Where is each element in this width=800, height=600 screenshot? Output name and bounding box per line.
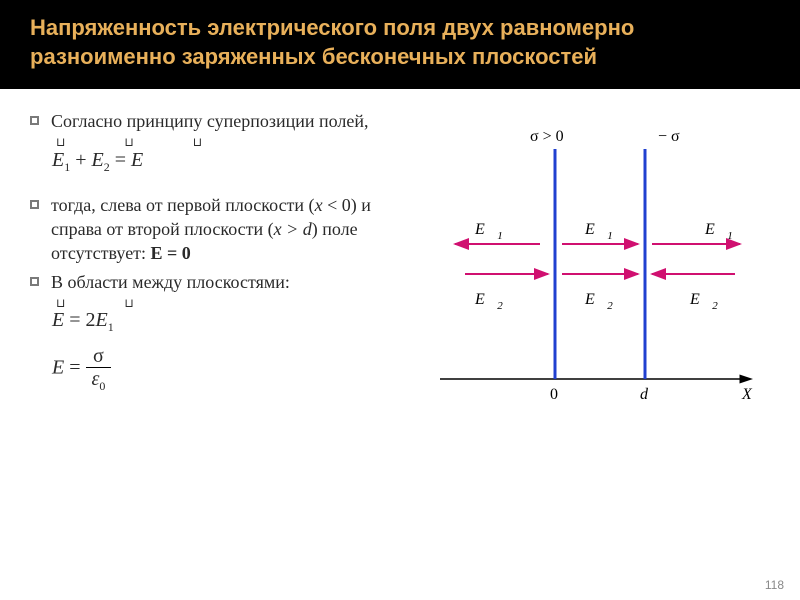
plate1-label: σ > 0 <box>530 128 564 145</box>
left-E2-label: E⃗2 <box>474 291 503 312</box>
page-number: 118 <box>765 578 784 592</box>
content-area: Согласно принципу суперпозиции полей, ⊔ … <box>0 89 800 429</box>
bullet-3: В области между плоскостями: <box>30 270 400 294</box>
mid-E1-label: E⃗1 <box>584 221 613 242</box>
right-E1-label: E⃗1 <box>704 221 733 242</box>
d-label: d <box>640 386 649 403</box>
eq2-hats: ⊔ ⊔ <box>56 300 400 307</box>
x-axis-label: X <box>741 386 753 403</box>
equation-3: E = σ ε0 <box>52 345 400 393</box>
diagram-column: X 0 d σ > 0 − σ E⃗1 E⃗2 E⃗1 E⃗2 E⃗1 E⃗2 <box>400 109 770 429</box>
bullet-2: тогда, слева от первой плоскости (x < 0)… <box>30 193 400 266</box>
equation-2: ⊔ ⊔ E = 2E1 <box>52 300 400 335</box>
eq3-den: ε0 <box>86 367 112 393</box>
eq1-hats: ⊔ ⊔ ⊔ <box>56 139 400 146</box>
slide-title: Напряженность электрического поля двух р… <box>30 15 634 69</box>
bullet-2-text: тогда, слева от первой плоскости (x < 0)… <box>51 193 400 266</box>
bullet-1-text: Согласно принципу суперпозиции полей, <box>51 109 400 133</box>
mid-E2-label: E⃗2 <box>584 291 613 312</box>
bullet-icon <box>30 200 39 209</box>
eq3-num: σ <box>86 345 112 367</box>
bullet-1: Согласно принципу суперпозиции полей, <box>30 109 400 133</box>
bullet-icon <box>30 116 39 125</box>
left-E1-label: E⃗1 <box>474 221 503 242</box>
plate2-label: − σ <box>658 128 680 145</box>
text-column: Согласно принципу суперпозиции полей, ⊔ … <box>30 109 400 429</box>
field-diagram: X 0 d σ > 0 − σ E⃗1 E⃗2 E⃗1 E⃗2 E⃗1 E⃗2 <box>420 119 760 419</box>
bullet-icon <box>30 277 39 286</box>
right-E2-label: E⃗2 <box>689 291 718 312</box>
slide-header: Напряженность электрического поля двух р… <box>0 0 800 89</box>
bullet-3-text: В области между плоскостями: <box>51 270 400 294</box>
origin-label: 0 <box>550 386 558 403</box>
equation-1: ⊔ ⊔ ⊔ E1 + E2 = E <box>52 139 400 174</box>
